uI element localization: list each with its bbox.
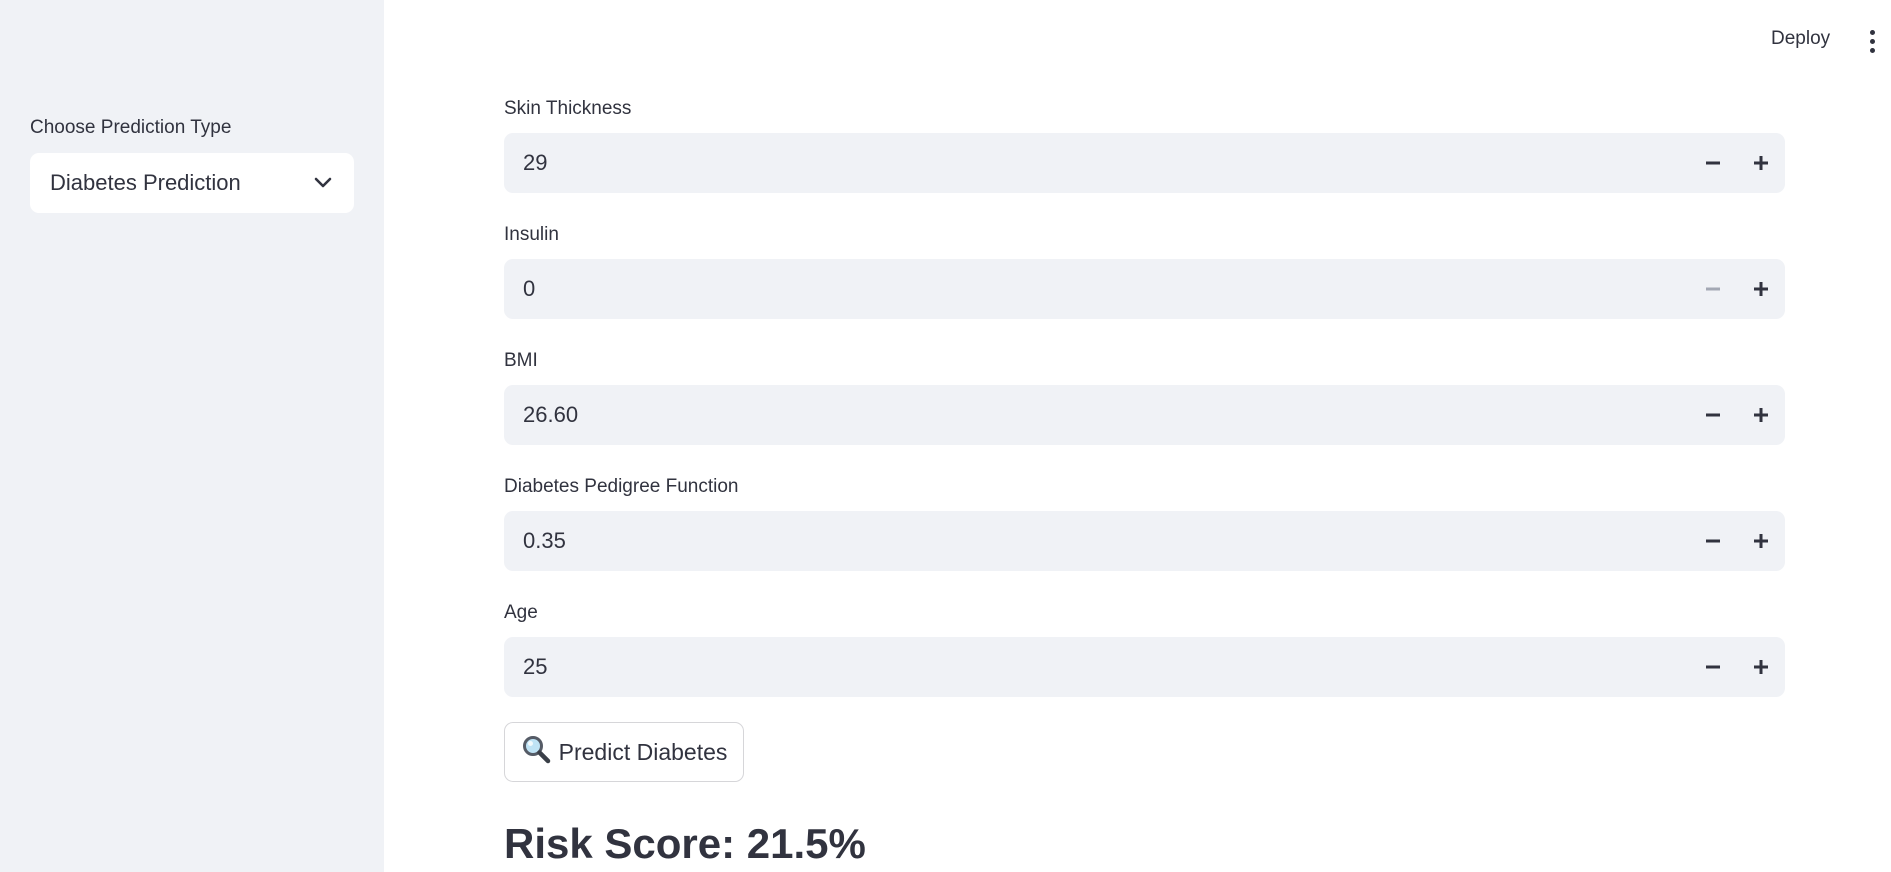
chevron-down-icon [312,172,334,194]
age-input[interactable] [504,637,1689,697]
pedigree-function-input[interactable] [504,511,1689,571]
bmi-stepper [504,385,1785,445]
skin-thickness-input[interactable] [504,133,1689,193]
bmi-input[interactable] [504,385,1689,445]
prediction-type-value: Diabetes Prediction [50,170,241,195]
skin-thickness-stepper [504,133,1785,193]
bmi-label: BMI [504,350,538,371]
magnifying-glass-icon [521,734,551,770]
minus-icon [1706,287,1720,291]
pedigree-function-stepper [504,511,1785,571]
predict-diabetes-label: Predict Diabetes [558,738,728,765]
minus-icon [1706,665,1720,669]
vertical-ellipsis-icon [1869,29,1875,35]
deploy-button[interactable]: Deploy [1771,28,1831,49]
insulin-label: Insulin [504,224,559,245]
age-stepper [504,637,1785,697]
prediction-type-label: Choose Prediction Type [30,117,232,138]
insulin-increment-button[interactable] [1737,259,1785,319]
bmi-increment-button[interactable] [1737,385,1785,445]
insulin-decrement-button[interactable] [1689,259,1737,319]
skin-thickness-increment-button[interactable] [1737,133,1785,193]
predict-diabetes-button[interactable]: Predict Diabetes [504,722,744,782]
minus-icon [1706,161,1720,165]
prediction-type-select[interactable]: Diabetes Prediction [30,153,354,213]
insulin-stepper [504,259,1785,319]
main-menu-button[interactable] [1862,26,1882,56]
pedigree-function-decrement-button[interactable] [1689,511,1737,571]
sidebar: Choose Prediction Type Diabetes Predicti… [0,0,384,872]
age-increment-button[interactable] [1737,637,1785,697]
pedigree-function-label: Diabetes Pedigree Function [504,476,739,497]
skin-thickness-decrement-button[interactable] [1689,133,1737,193]
risk-score-heading: Risk Score: 21.5% [504,820,866,867]
age-label: Age [504,602,538,623]
bmi-decrement-button[interactable] [1689,385,1737,445]
insulin-input[interactable] [504,259,1689,319]
minus-icon [1706,413,1720,417]
skin-thickness-label: Skin Thickness [504,98,632,119]
pedigree-function-increment-button[interactable] [1737,511,1785,571]
minus-icon [1706,539,1720,543]
age-decrement-button[interactable] [1689,637,1737,697]
